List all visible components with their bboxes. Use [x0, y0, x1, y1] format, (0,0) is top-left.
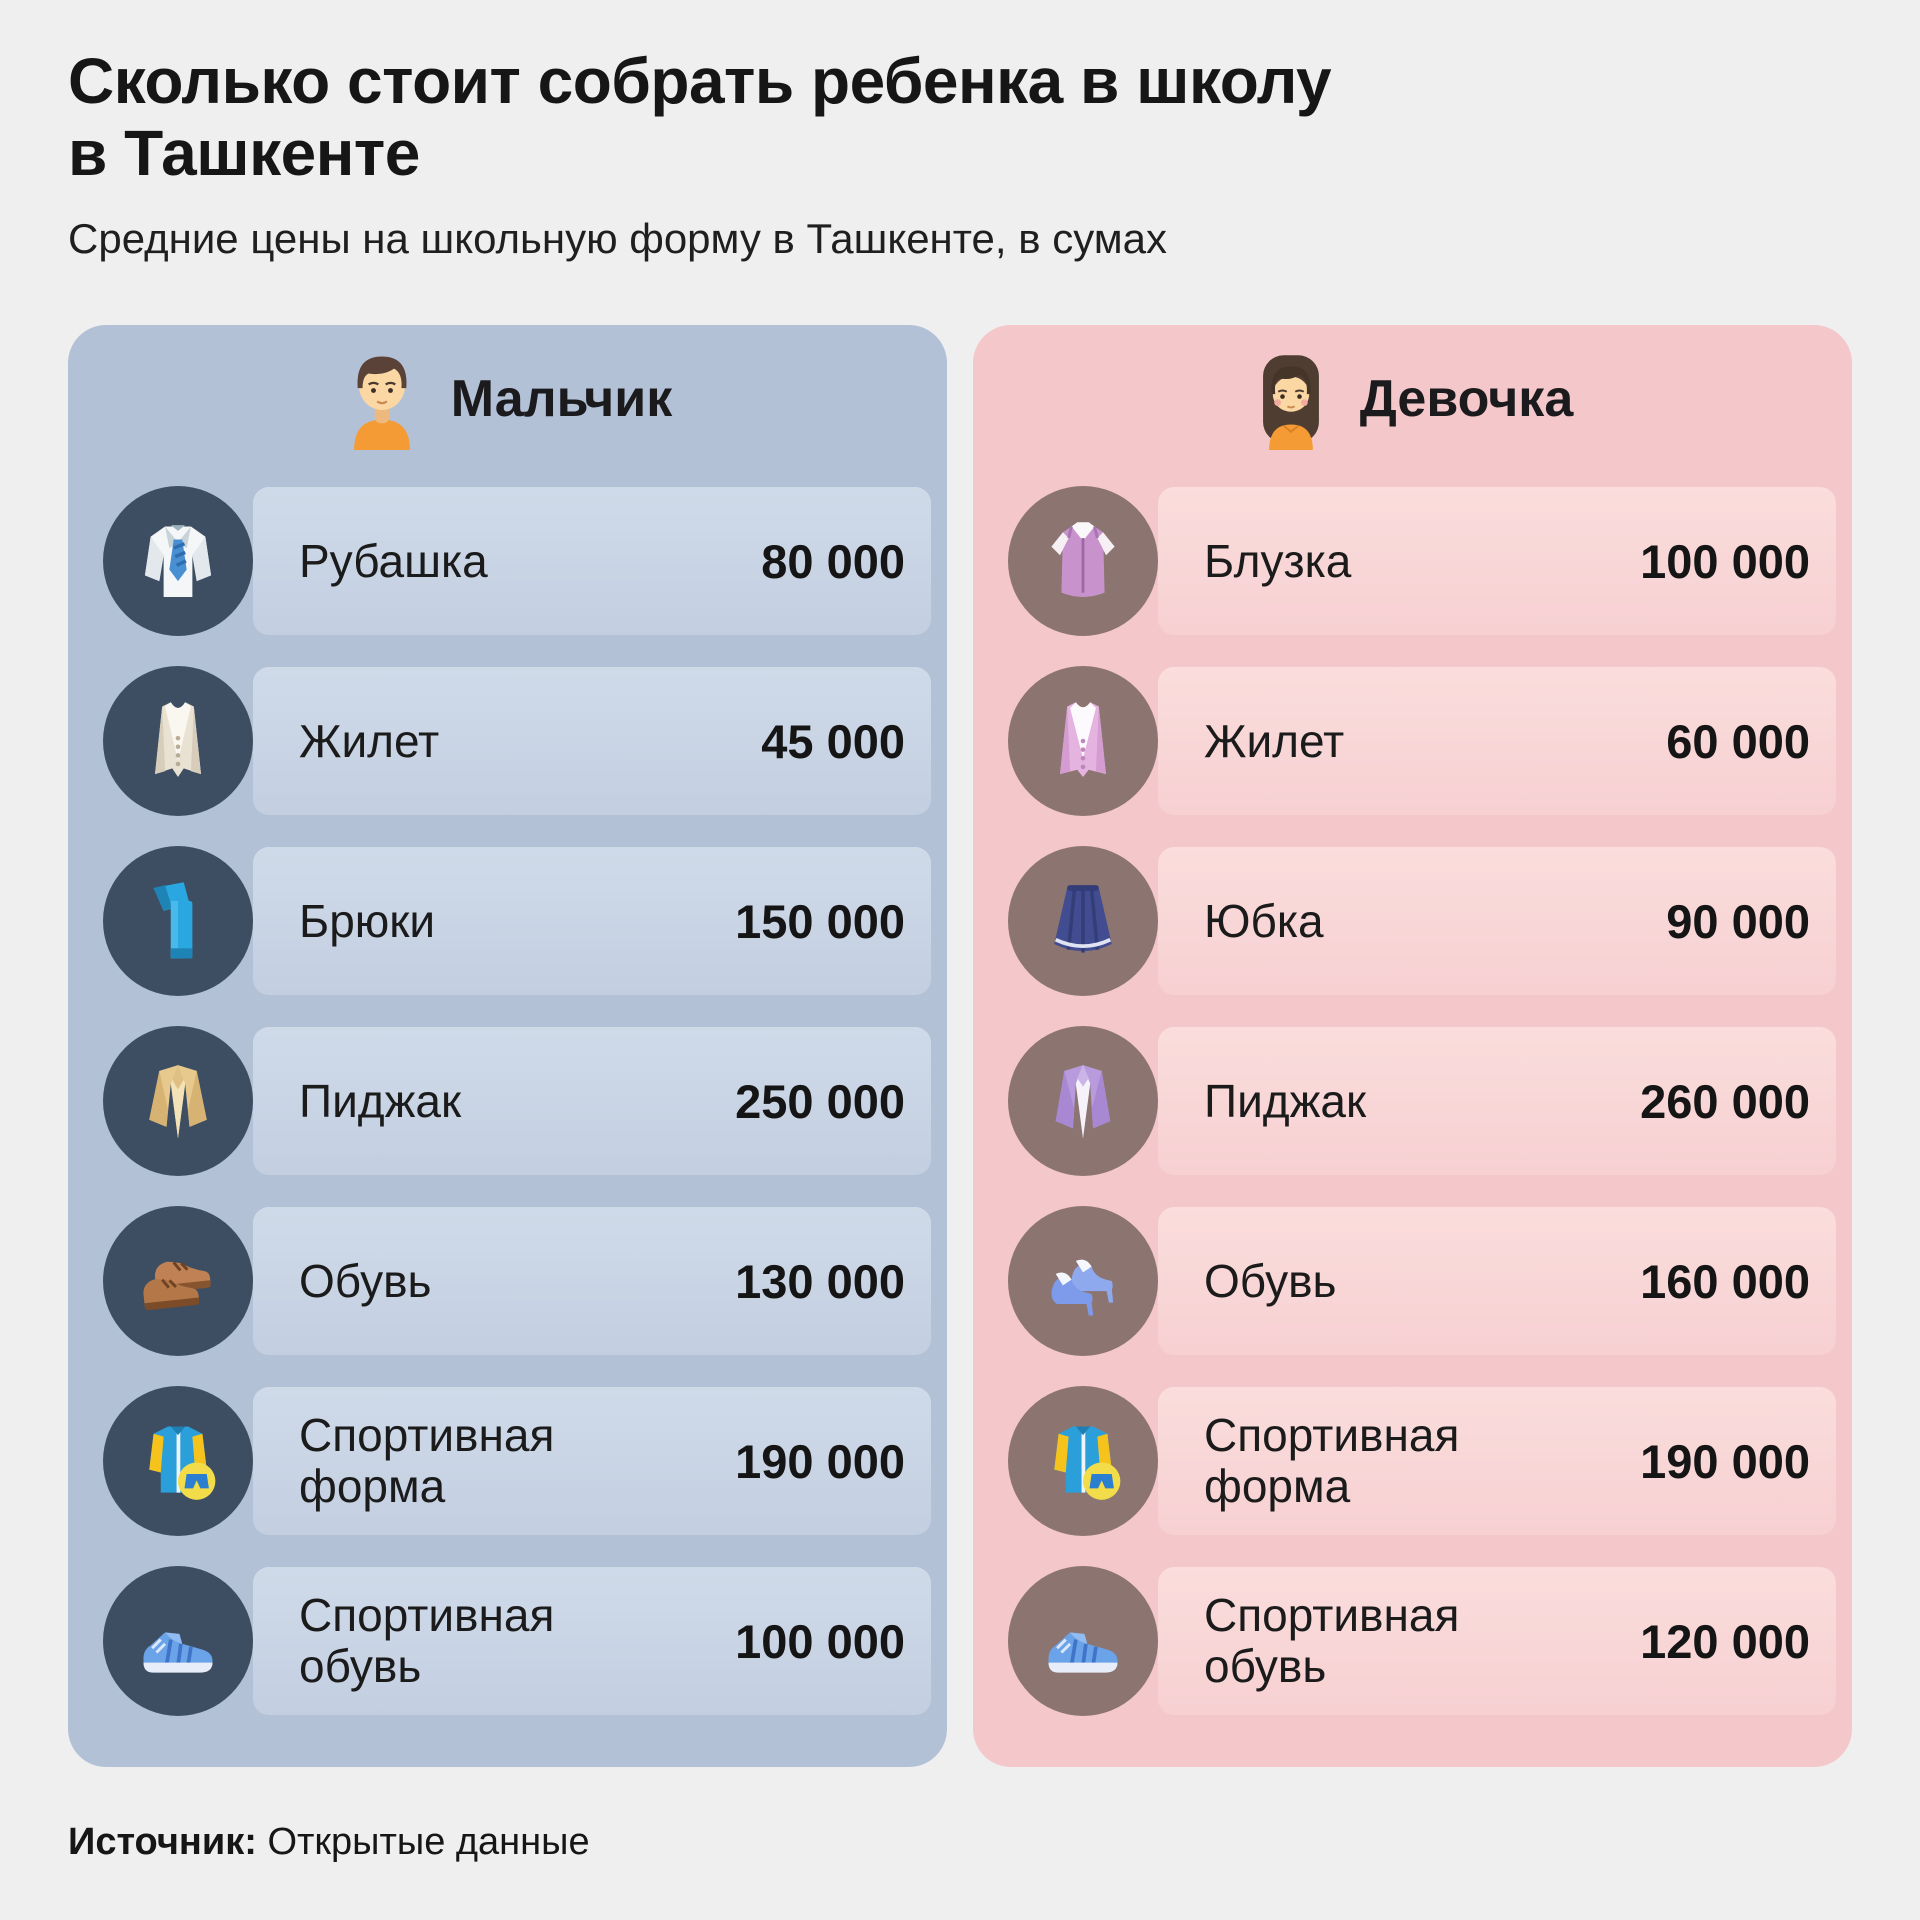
- item-price: 160 000: [1640, 1254, 1810, 1308]
- blouse-icon: [1008, 486, 1158, 637]
- item-label: Юбка: [1204, 894, 1324, 947]
- source-line: Источник: Открытые данные: [68, 1821, 1852, 1864]
- item-label: Спортивная форма: [299, 1408, 555, 1513]
- sport-uniform-icon: [103, 1386, 253, 1537]
- table-row: Спортивная обувь 100 000: [103, 1566, 931, 1717]
- item-label: Спортивная обувь: [299, 1588, 555, 1693]
- item-label: Обувь: [299, 1254, 432, 1307]
- item-label: Пиджак: [299, 1074, 462, 1127]
- item-price: 100 000: [735, 1614, 905, 1668]
- item-price: 100 000: [1640, 534, 1810, 588]
- item-label: Рубашка: [299, 534, 488, 587]
- table-row: Спортивная форма 190 000: [1008, 1386, 1836, 1537]
- source-value: Открытые данные: [267, 1821, 590, 1864]
- item-price: 130 000: [735, 1254, 905, 1308]
- table-row: Пиджак 260 000: [1008, 1026, 1836, 1177]
- item-label: Обувь: [1204, 1254, 1337, 1307]
- item-label: Пиджак: [1204, 1074, 1367, 1127]
- item-label: Брюки: [299, 894, 436, 947]
- table-row: Обувь 130 000: [103, 1206, 931, 1357]
- table-row: Рубашка 80 000: [103, 486, 931, 637]
- item-price: 90 000: [1666, 894, 1810, 948]
- item-price: 60 000: [1666, 714, 1810, 768]
- table-row: Спортивная форма 190 000: [103, 1386, 931, 1537]
- boy-panel: Мальчик: [68, 325, 947, 1768]
- item-label: Спортивная форма: [1204, 1408, 1460, 1513]
- table-row: Спортивная обувь 120 000: [1008, 1566, 1836, 1717]
- table-row: Жилет 60 000: [1008, 666, 1836, 817]
- vest-icon: [103, 666, 253, 817]
- shirt-tie-icon: [103, 486, 253, 637]
- boy-rows: Рубашка 80 000 Жилет: [68, 486, 947, 1717]
- table-row: Обувь 160 000: [1008, 1206, 1836, 1357]
- item-label: Жилет: [299, 714, 440, 767]
- girl-panel-title: Девочка: [1359, 370, 1574, 429]
- item-price: 260 000: [1640, 1074, 1810, 1128]
- heels-icon: [1008, 1206, 1158, 1357]
- boy-panel-header: Мальчик: [68, 347, 947, 451]
- infographic-page: Сколько стоит собрать ребенка в школу в …: [68, 45, 1852, 1864]
- table-row: Пиджак 250 000: [103, 1026, 931, 1177]
- girl-blazer-icon: [1008, 1026, 1158, 1177]
- item-price: 190 000: [735, 1434, 905, 1488]
- girl-rows: Блузка 100 000 Жилет: [973, 486, 1852, 1717]
- item-price: 250 000: [735, 1074, 905, 1128]
- page-title: Сколько стоит собрать ребенка в школу в …: [68, 45, 1852, 189]
- page-subtitle: Средние цены на школьную форму в Ташкент…: [68, 215, 1167, 263]
- item-price: 190 000: [1640, 1434, 1810, 1488]
- source-label: Источник:: [68, 1821, 257, 1864]
- girl-panel-header: Девочка: [973, 347, 1852, 451]
- table-row: Блузка 100 000: [1008, 486, 1836, 637]
- page-title-line2: в Ташкенте: [68, 116, 420, 189]
- table-row: Брюки 150 000: [103, 846, 931, 997]
- shoes-icon: [103, 1206, 253, 1357]
- boy-avatar-icon: [353, 356, 410, 451]
- comparison-columns: Мальчик: [68, 325, 1852, 1768]
- item-label: Жилет: [1204, 714, 1345, 767]
- girl-vest-icon: [1008, 666, 1158, 817]
- table-row: Юбка 90 000: [1008, 846, 1836, 997]
- blazer-icon: [103, 1026, 253, 1177]
- girl-avatar-icon: [1262, 355, 1319, 451]
- boy-panel-title: Мальчик: [450, 370, 673, 429]
- sneaker-icon: [1008, 1566, 1158, 1717]
- item-label: Спортивная обувь: [1204, 1588, 1460, 1693]
- sport-uniform-icon: [1008, 1386, 1158, 1537]
- table-row: Жилет 45 000: [103, 666, 931, 817]
- skirt-icon: [1008, 846, 1158, 997]
- item-price: 80 000: [761, 534, 905, 588]
- item-price: 45 000: [761, 714, 905, 768]
- item-label: Блузка: [1204, 534, 1352, 587]
- item-price: 120 000: [1640, 1614, 1810, 1668]
- girl-panel: Девочка Блузка 10: [973, 325, 1852, 1768]
- item-price: 150 000: [735, 894, 905, 948]
- trousers-icon: [103, 846, 253, 997]
- page-title-line1: Сколько стоит собрать ребенка в школу: [68, 45, 1332, 117]
- sneaker-icon: [103, 1566, 253, 1717]
